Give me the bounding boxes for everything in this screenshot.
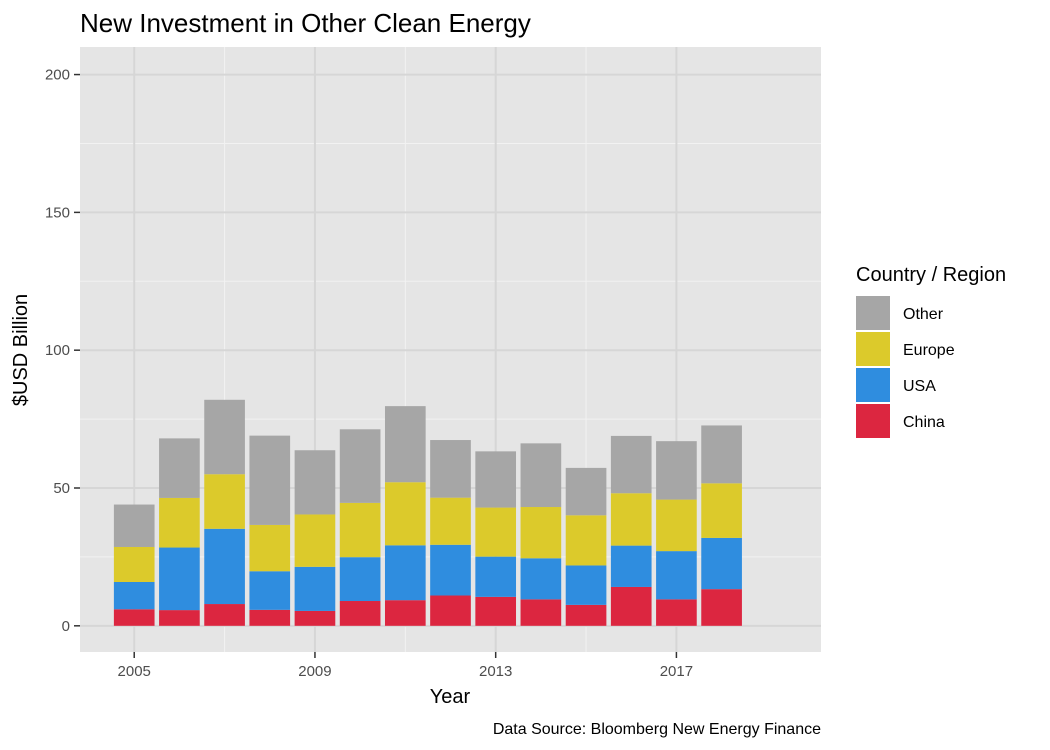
bar-china-2011 [384, 600, 426, 626]
bar-europe-2006 [159, 497, 200, 548]
bar-usa-2005 [113, 581, 155, 610]
bar-usa-2011 [384, 545, 426, 601]
bar-europe-2010 [339, 502, 381, 558]
bar-usa-2018 [701, 537, 742, 590]
bar-other-2017 [656, 441, 697, 500]
legend-label-europe: Europe [903, 342, 955, 359]
y-axis-title: $USD Billion [10, 294, 32, 406]
chart-title: New Investment in Other Clean Energy [80, 8, 531, 38]
bar-other-2008 [249, 435, 291, 525]
bar-china-2017 [656, 599, 697, 626]
bar-europe-2008 [249, 524, 291, 572]
bar-other-2014 [520, 443, 562, 508]
bar-other-2006 [159, 438, 200, 498]
bar-other-2005 [113, 504, 155, 547]
bar-europe-2005 [113, 546, 155, 582]
bar-europe-2011 [384, 482, 426, 546]
y-tick-label: 50 [53, 480, 70, 497]
bar-usa-2009 [294, 566, 336, 611]
bar-usa-2007 [204, 528, 245, 605]
bar-china-2016 [610, 586, 652, 626]
legend-swatch-china [856, 404, 890, 438]
bar-europe-2013 [475, 507, 517, 557]
bar-europe-2018 [701, 483, 742, 538]
bar-china-2015 [565, 604, 607, 626]
bar-europe-2012 [430, 497, 471, 545]
bar-usa-2015 [565, 565, 607, 605]
bar-europe-2016 [610, 493, 652, 546]
y-tick-label: 200 [45, 67, 70, 84]
legend: Country / Region Other Europe USA China [856, 264, 1006, 438]
bar-europe-2017 [656, 499, 697, 552]
x-tick-label: 2005 [118, 663, 151, 680]
legend-swatch-europe [856, 332, 890, 366]
bar-china-2009 [294, 610, 336, 626]
bar-other-2012 [430, 440, 471, 498]
bar-other-2010 [339, 429, 381, 503]
legend-swatch-other [856, 296, 890, 330]
x-tick-label: 2009 [298, 663, 331, 680]
bar-europe-2014 [520, 507, 562, 559]
bar-china-2010 [339, 601, 381, 626]
bar-usa-2013 [475, 556, 517, 597]
y-tick-label: 0 [62, 618, 70, 635]
bar-china-2018 [701, 589, 742, 626]
bar-other-2016 [610, 435, 652, 494]
bar-other-2013 [475, 451, 517, 508]
bar-other-2018 [701, 425, 742, 484]
bar-usa-2010 [339, 557, 381, 602]
bar-china-2012 [430, 595, 471, 626]
bar-europe-2007 [204, 474, 245, 529]
bar-usa-2016 [610, 545, 652, 587]
y-tick-label: 150 [45, 204, 70, 221]
bar-other-2011 [384, 406, 426, 483]
bar-china-2008 [249, 609, 291, 626]
bar-other-2007 [204, 399, 245, 475]
bar-other-2015 [565, 467, 607, 516]
bar-usa-2012 [430, 544, 471, 596]
bar-usa-2008 [249, 571, 291, 610]
bar-china-2006 [159, 610, 200, 626]
legend-label-usa: USA [903, 378, 936, 395]
grid-lines [80, 47, 821, 652]
caption: Data Source: Bloomberg New Energy Financ… [493, 721, 821, 738]
bar-usa-2017 [656, 551, 697, 600]
x-tick-label: 2013 [479, 663, 512, 680]
legend-swatch-usa [856, 368, 890, 402]
bar-europe-2009 [294, 514, 336, 567]
bar-china-2014 [520, 599, 562, 626]
x-axis: 2005 2009 2013 2017 [118, 652, 693, 680]
x-tick-label: 2017 [660, 663, 693, 680]
y-axis: 0 50 100 150 200 [45, 67, 80, 635]
bar-china-2005 [113, 609, 155, 626]
y-tick-label: 100 [45, 342, 70, 359]
bars [113, 399, 742, 626]
legend-label-other: Other [903, 306, 944, 323]
bar-usa-2014 [520, 558, 562, 600]
x-axis-title: Year [430, 686, 471, 708]
bar-europe-2015 [565, 515, 607, 566]
bar-usa-2006 [159, 547, 200, 611]
bar-other-2009 [294, 450, 336, 515]
bar-china-2007 [204, 604, 245, 626]
legend-title: Country / Region [856, 264, 1006, 286]
legend-label-china: China [903, 414, 945, 431]
bar-china-2013 [475, 596, 517, 626]
